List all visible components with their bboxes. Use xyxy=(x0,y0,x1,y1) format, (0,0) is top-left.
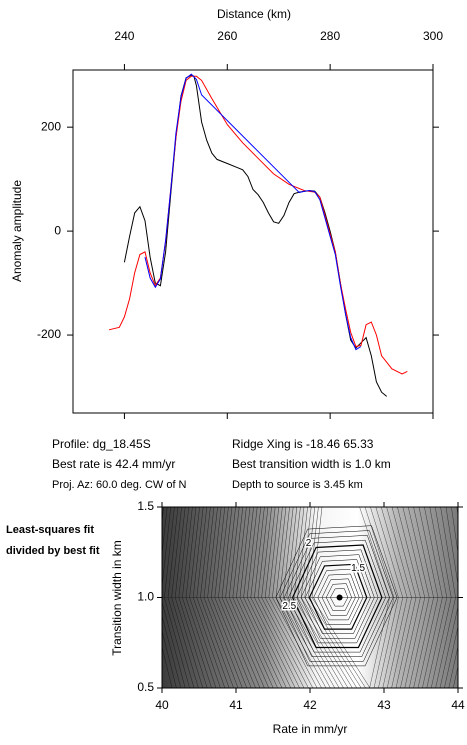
contour-lines xyxy=(162,507,458,688)
contour-line xyxy=(162,507,186,688)
x-tick-label: 260 xyxy=(217,29,237,43)
y-tick-label: 1.0 xyxy=(137,590,154,604)
x-tick-label: 300 xyxy=(423,29,443,43)
contour-label: 2 xyxy=(306,538,312,549)
contour-line xyxy=(162,507,182,688)
plot-frame xyxy=(72,69,434,414)
side-label: Least-squares fit divided by best fit xyxy=(6,524,100,557)
x-tick-label: 280 xyxy=(320,29,340,43)
contour-line xyxy=(444,507,458,688)
best-fit-point xyxy=(336,594,343,601)
contour-label: 1.5 xyxy=(351,563,365,574)
y-tick-label: 0 xyxy=(54,223,61,237)
annotation: Best rate is 42.4 mm/yr xyxy=(52,457,175,471)
y-tick-label: 0.5 xyxy=(137,680,154,694)
data-line xyxy=(144,73,362,351)
data-line xyxy=(123,74,388,397)
y-axis-label: Anomaly amplitude xyxy=(10,180,24,282)
contour-line xyxy=(162,507,177,688)
annotation: Depth to source is 3.45 km xyxy=(232,479,363,491)
y-axis-label: Transition width in km xyxy=(110,540,124,656)
x-tick-label: 43 xyxy=(377,698,391,712)
contour-line xyxy=(448,507,458,688)
y-tick-label: 200 xyxy=(41,119,61,133)
x-tick-label: 42 xyxy=(303,698,317,712)
x-tick-label: 240 xyxy=(114,29,134,43)
x-axis-label: Distance (km) xyxy=(217,7,291,21)
x-tick-label: 41 xyxy=(229,698,243,712)
y-tick-label: -200 xyxy=(37,327,61,341)
annotation: Ridge Xing is -18.46 65.33 xyxy=(232,437,374,451)
x-tick-label: 44 xyxy=(451,698,465,712)
x-axis-label: Rate in mm/yr xyxy=(273,722,348,736)
annotation: Profile: dg_18.45S xyxy=(52,437,151,451)
annotation: Best transition width is 1.0 km xyxy=(232,457,391,471)
annotation: Proj. Az: 60.0 deg. CW of N xyxy=(52,479,187,491)
x-tick-label: 40 xyxy=(155,698,169,712)
contour-label: 2.5 xyxy=(282,601,296,612)
contour-line xyxy=(162,645,173,688)
y-tick-label: 1.5 xyxy=(137,499,154,513)
contour-line xyxy=(439,507,458,688)
data-line xyxy=(108,75,408,375)
